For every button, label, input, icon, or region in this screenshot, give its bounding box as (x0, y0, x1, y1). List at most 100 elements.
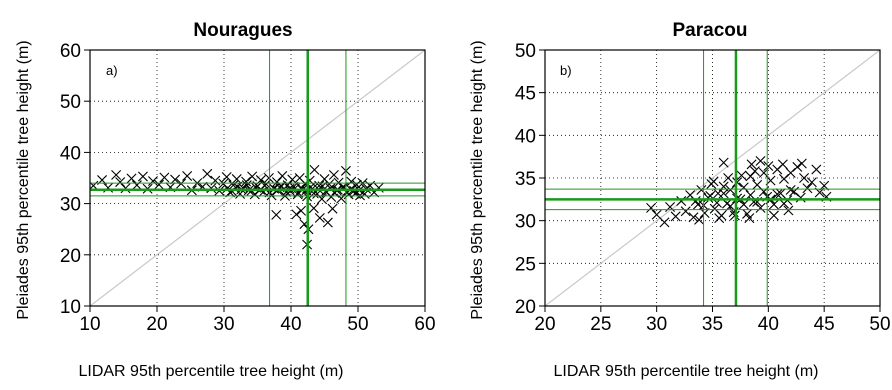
data-point (120, 183, 131, 194)
data-point (170, 174, 181, 185)
data-point (680, 206, 691, 217)
data-point (725, 184, 736, 195)
data-point (231, 174, 242, 185)
data-point (708, 176, 719, 187)
data-point (241, 180, 252, 191)
data-point (688, 212, 699, 223)
data-point (314, 212, 325, 223)
data-point (336, 193, 347, 204)
data-point (659, 217, 670, 228)
x-tick-label: 40 (280, 314, 301, 335)
chart-title: Paracou (673, 20, 748, 41)
data-point (210, 175, 221, 186)
data-point (154, 179, 164, 190)
data-point (713, 188, 724, 199)
data-point (723, 173, 734, 183)
data-point (222, 183, 233, 194)
one-to-one-line (90, 50, 425, 306)
data-point (665, 202, 676, 213)
data-point (670, 211, 681, 222)
data-point (221, 171, 232, 182)
x-axis-label: LIDAR 95th percentile tree height (m) (553, 363, 818, 380)
data-point (131, 180, 142, 191)
data-point (346, 176, 357, 187)
data-point (796, 158, 807, 169)
data-point (755, 202, 766, 213)
data-point (806, 177, 817, 188)
data-point (176, 178, 187, 189)
y-tick-label: 45 (515, 84, 536, 105)
data-point (206, 183, 217, 194)
panel-label: b) (560, 63, 572, 78)
y-tick-label: 40 (60, 143, 81, 164)
y-tick-label: 35 (515, 169, 536, 190)
plot-area (545, 50, 880, 306)
data-point (768, 199, 779, 210)
x-axis-label: LIDAR 95th percentile tree height (m) (78, 363, 343, 380)
data-point (241, 176, 252, 187)
data-point (351, 179, 362, 190)
data-point (736, 170, 747, 181)
data-point (783, 205, 794, 216)
data-point (718, 157, 729, 168)
data-point (277, 170, 288, 181)
data-point (744, 213, 755, 224)
x-tick-label: 50 (869, 314, 890, 335)
data-point (811, 164, 822, 175)
data-points (90, 164, 384, 250)
data-point (799, 173, 810, 183)
data-point (126, 173, 137, 184)
data-point (202, 168, 213, 179)
data-point (327, 203, 338, 214)
one-to-one-line (545, 50, 880, 306)
data-point (749, 166, 760, 177)
x-tick-label: 20 (534, 314, 555, 335)
data-point (137, 171, 148, 182)
chart-title: Nouragues (193, 20, 292, 41)
x-tick-label: 60 (414, 314, 435, 335)
y-tick-label: 10 (60, 297, 81, 318)
data-point (309, 164, 320, 175)
y-tick-label: 40 (515, 126, 536, 147)
x-tick-label: 20 (146, 314, 167, 335)
y-tick-label: 50 (60, 92, 81, 113)
data-points (646, 155, 832, 228)
data-point (115, 177, 126, 188)
data-point (777, 159, 788, 170)
data-point (802, 183, 813, 194)
plot-frame (89, 49, 426, 307)
data-point (308, 203, 319, 214)
panel-paracou: Paracou b) LIDAR 95th percentile tree he… (469, 20, 891, 380)
x-tick-label: 45 (814, 314, 835, 335)
y-tick-label: 30 (60, 195, 81, 216)
data-point (247, 171, 258, 182)
data-point (746, 159, 757, 170)
plot-area (90, 50, 425, 306)
data-point (696, 184, 707, 195)
x-tick-label: 50 (347, 314, 368, 335)
x-tick-label: 40 (758, 314, 779, 335)
y-tick-label: 20 (515, 297, 536, 318)
data-point (182, 170, 193, 181)
y-tick-label: 60 (60, 41, 81, 62)
y-tick-label: 20 (60, 246, 81, 267)
data-point (772, 189, 783, 200)
data-point (768, 210, 779, 221)
data-point (159, 172, 170, 183)
data-point (763, 161, 774, 172)
panel-label: a) (106, 63, 118, 78)
x-tick-label: 10 (79, 314, 100, 335)
data-point (718, 188, 729, 199)
y-tick-label: 30 (515, 212, 536, 233)
data-point (694, 214, 705, 225)
data-point (320, 186, 331, 197)
x-tick-label: 30 (646, 314, 667, 335)
data-point (322, 217, 333, 228)
data-point (785, 184, 796, 195)
data-point (263, 173, 274, 183)
y-tick-label: 25 (515, 254, 536, 275)
data-point (676, 196, 687, 207)
data-point (738, 199, 749, 210)
data-point (291, 209, 302, 220)
